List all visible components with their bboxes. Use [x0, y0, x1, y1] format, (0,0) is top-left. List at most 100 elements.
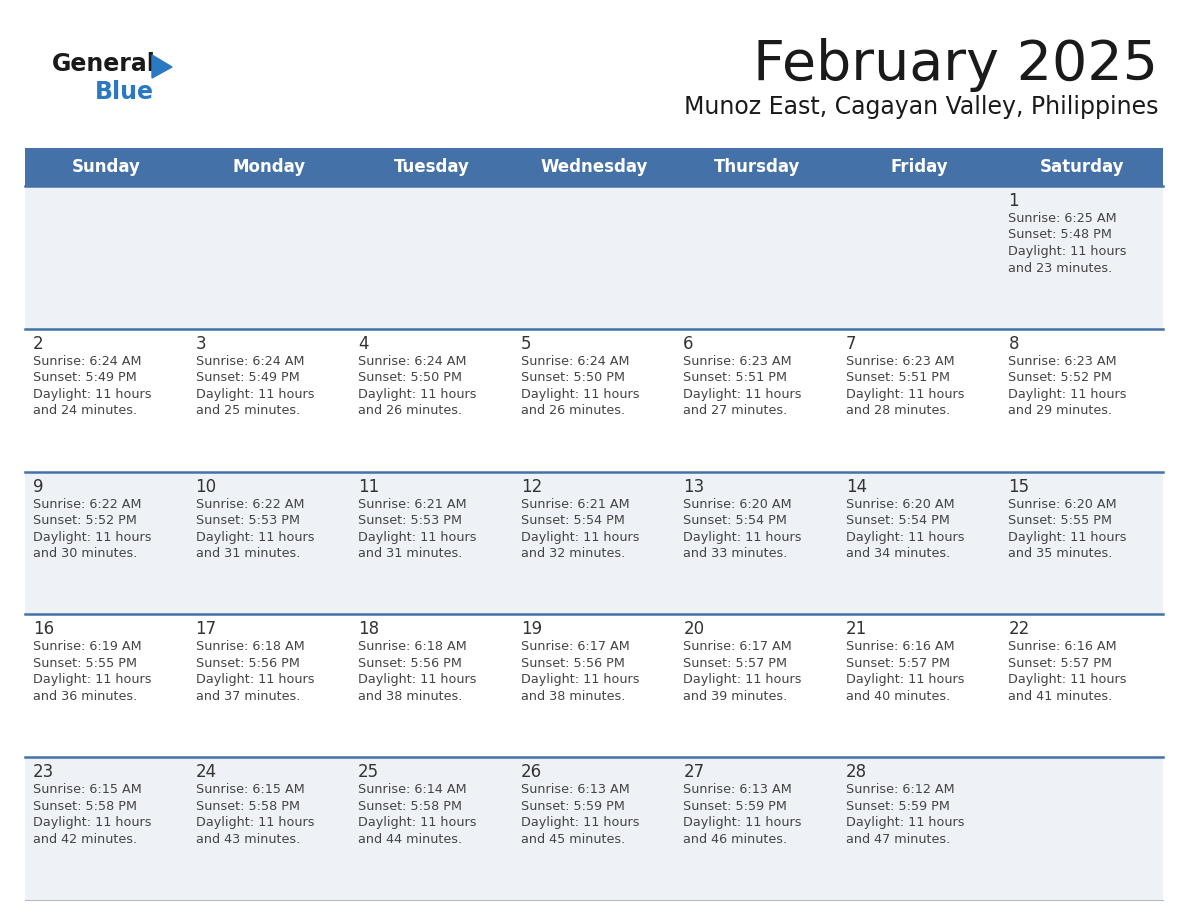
- Text: Daylight: 11 hours: Daylight: 11 hours: [520, 816, 639, 829]
- Text: Sunrise: 6:17 AM: Sunrise: 6:17 AM: [520, 641, 630, 654]
- Bar: [1000, 757, 1163, 900]
- Text: Sunrise: 6:24 AM: Sunrise: 6:24 AM: [196, 354, 304, 368]
- Text: Daylight: 11 hours: Daylight: 11 hours: [520, 674, 639, 687]
- Text: Daylight: 11 hours: Daylight: 11 hours: [196, 531, 314, 543]
- Text: Sunrise: 6:23 AM: Sunrise: 6:23 AM: [1009, 354, 1117, 368]
- Text: Sunset: 5:50 PM: Sunset: 5:50 PM: [520, 371, 625, 385]
- Text: Sunset: 5:49 PM: Sunset: 5:49 PM: [33, 371, 137, 385]
- Text: Sunrise: 6:24 AM: Sunrise: 6:24 AM: [520, 354, 630, 368]
- Bar: [25, 186, 188, 329]
- Bar: [350, 472, 513, 614]
- Text: Monday: Monday: [233, 158, 305, 176]
- Text: and 38 minutes.: and 38 minutes.: [358, 690, 462, 703]
- Text: 28: 28: [846, 763, 867, 781]
- Text: and 41 minutes.: and 41 minutes.: [1009, 690, 1113, 703]
- Text: and 36 minutes.: and 36 minutes.: [33, 690, 138, 703]
- Text: Sunrise: 6:21 AM: Sunrise: 6:21 AM: [358, 498, 467, 510]
- Text: Daylight: 11 hours: Daylight: 11 hours: [683, 674, 802, 687]
- Bar: [513, 148, 675, 186]
- Text: Sunset: 5:52 PM: Sunset: 5:52 PM: [33, 514, 137, 527]
- Text: Sunrise: 6:25 AM: Sunrise: 6:25 AM: [1009, 212, 1117, 225]
- Text: Sunset: 5:49 PM: Sunset: 5:49 PM: [196, 371, 299, 385]
- Text: and 26 minutes.: and 26 minutes.: [358, 404, 462, 418]
- Text: Daylight: 11 hours: Daylight: 11 hours: [520, 387, 639, 401]
- Bar: [513, 472, 675, 614]
- Text: 6: 6: [683, 335, 694, 353]
- Text: Daylight: 11 hours: Daylight: 11 hours: [358, 531, 476, 543]
- Text: February 2025: February 2025: [753, 38, 1158, 92]
- Text: 27: 27: [683, 763, 704, 781]
- Text: and 44 minutes.: and 44 minutes.: [358, 833, 462, 845]
- Text: Daylight: 11 hours: Daylight: 11 hours: [358, 387, 476, 401]
- Text: 20: 20: [683, 621, 704, 638]
- Bar: [675, 186, 838, 329]
- Text: Daylight: 11 hours: Daylight: 11 hours: [1009, 245, 1127, 258]
- Bar: [350, 186, 513, 329]
- Text: and 42 minutes.: and 42 minutes.: [33, 833, 137, 845]
- Text: 22: 22: [1009, 621, 1030, 638]
- Text: 13: 13: [683, 477, 704, 496]
- Text: Sunset: 5:51 PM: Sunset: 5:51 PM: [846, 371, 950, 385]
- Text: Daylight: 11 hours: Daylight: 11 hours: [1009, 387, 1127, 401]
- Bar: [25, 614, 188, 757]
- Text: 8: 8: [1009, 335, 1019, 353]
- Text: and 40 minutes.: and 40 minutes.: [846, 690, 950, 703]
- Text: Daylight: 11 hours: Daylight: 11 hours: [358, 674, 476, 687]
- Text: 26: 26: [520, 763, 542, 781]
- Bar: [838, 329, 1000, 472]
- Text: 2: 2: [33, 335, 44, 353]
- Bar: [188, 186, 350, 329]
- Text: 4: 4: [358, 335, 368, 353]
- Text: Blue: Blue: [95, 80, 154, 104]
- Text: Sunset: 5:57 PM: Sunset: 5:57 PM: [683, 657, 788, 670]
- Bar: [25, 148, 188, 186]
- Text: Munoz East, Cagayan Valley, Philippines: Munoz East, Cagayan Valley, Philippines: [683, 95, 1158, 119]
- Text: Wednesday: Wednesday: [541, 158, 647, 176]
- Text: Daylight: 11 hours: Daylight: 11 hours: [196, 674, 314, 687]
- Text: 17: 17: [196, 621, 216, 638]
- Text: Sunrise: 6:13 AM: Sunrise: 6:13 AM: [520, 783, 630, 796]
- Bar: [675, 329, 838, 472]
- Text: Saturday: Saturday: [1040, 158, 1124, 176]
- Text: 24: 24: [196, 763, 216, 781]
- Text: Daylight: 11 hours: Daylight: 11 hours: [33, 387, 152, 401]
- Text: Tuesday: Tuesday: [393, 158, 469, 176]
- Text: Sunday: Sunday: [71, 158, 140, 176]
- Polygon shape: [152, 55, 172, 78]
- Text: Daylight: 11 hours: Daylight: 11 hours: [1009, 674, 1127, 687]
- Text: Sunset: 5:48 PM: Sunset: 5:48 PM: [1009, 229, 1112, 241]
- Text: Sunset: 5:52 PM: Sunset: 5:52 PM: [1009, 371, 1112, 385]
- Bar: [350, 757, 513, 900]
- Text: Daylight: 11 hours: Daylight: 11 hours: [33, 674, 152, 687]
- Text: Daylight: 11 hours: Daylight: 11 hours: [196, 387, 314, 401]
- Bar: [350, 329, 513, 472]
- Text: 10: 10: [196, 477, 216, 496]
- Text: 1: 1: [1009, 192, 1019, 210]
- Bar: [1000, 614, 1163, 757]
- Text: Sunrise: 6:24 AM: Sunrise: 6:24 AM: [358, 354, 467, 368]
- Text: 18: 18: [358, 621, 379, 638]
- Bar: [1000, 472, 1163, 614]
- Text: and 31 minutes.: and 31 minutes.: [196, 547, 299, 560]
- Text: Thursday: Thursday: [713, 158, 800, 176]
- Text: Sunrise: 6:20 AM: Sunrise: 6:20 AM: [1009, 498, 1117, 510]
- Text: Daylight: 11 hours: Daylight: 11 hours: [683, 531, 802, 543]
- Text: 3: 3: [196, 335, 207, 353]
- Text: Sunset: 5:53 PM: Sunset: 5:53 PM: [358, 514, 462, 527]
- Text: Sunset: 5:56 PM: Sunset: 5:56 PM: [196, 657, 299, 670]
- Bar: [513, 329, 675, 472]
- Text: and 47 minutes.: and 47 minutes.: [846, 833, 950, 845]
- Text: Sunset: 5:59 PM: Sunset: 5:59 PM: [846, 800, 949, 812]
- Text: Sunset: 5:56 PM: Sunset: 5:56 PM: [520, 657, 625, 670]
- Text: General: General: [52, 52, 156, 76]
- Bar: [188, 472, 350, 614]
- Text: and 33 minutes.: and 33 minutes.: [683, 547, 788, 560]
- Text: Sunrise: 6:20 AM: Sunrise: 6:20 AM: [683, 498, 792, 510]
- Text: Sunrise: 6:16 AM: Sunrise: 6:16 AM: [1009, 641, 1117, 654]
- Text: Daylight: 11 hours: Daylight: 11 hours: [33, 816, 152, 829]
- Bar: [188, 614, 350, 757]
- Text: and 39 minutes.: and 39 minutes.: [683, 690, 788, 703]
- Text: Daylight: 11 hours: Daylight: 11 hours: [683, 387, 802, 401]
- Text: Sunset: 5:56 PM: Sunset: 5:56 PM: [358, 657, 462, 670]
- Bar: [838, 614, 1000, 757]
